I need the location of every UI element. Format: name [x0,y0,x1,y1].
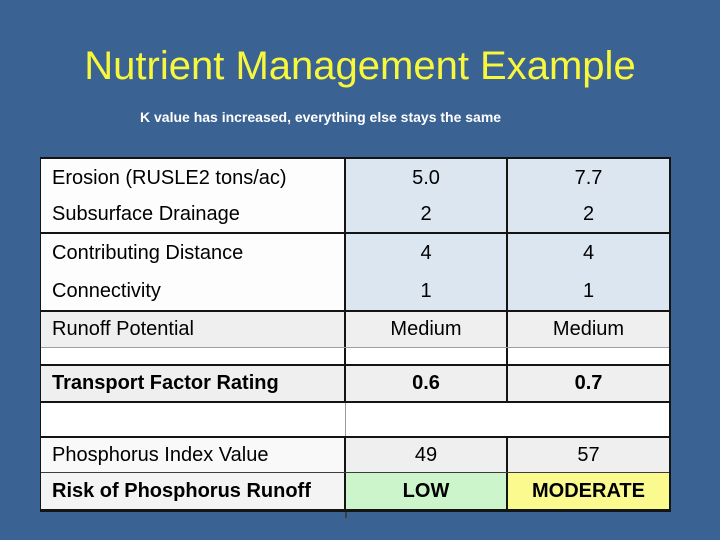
row-label [41,403,346,436]
column-divider-stub [345,512,347,518]
spacer-cell [41,348,346,364]
table-row-empty [41,403,669,438]
row-label: Subsurface Drainage [41,197,346,232]
table-row-erosion: Erosion (RUSLE2 tons/ac) 5.0 7.7 [41,159,669,197]
row-label: Contributing Distance [41,234,346,273]
row-value-1: 2 [346,197,508,232]
row-value-2: 2 [508,197,669,232]
row-label: Risk of Phosphorus Runoff [41,473,346,509]
row-value-2: 0.7 [508,366,669,401]
row-value-1: 4 [346,234,508,273]
phosphorus-index-table: Erosion (RUSLE2 tons/ac) 5.0 7.7 Subsurf… [40,157,671,512]
row-value-1: 49 [346,438,508,472]
spacer-cell [508,348,669,364]
table-row-subsurface-drainage: Subsurface Drainage 2 2 [41,197,669,234]
table-row-risk-of-phosphorus-runoff: Risk of Phosphorus Runoff LOW MODERATE [41,473,669,509]
table-row-phosphorus-index-value: Phosphorus Index Value 49 57 [41,438,669,473]
row-value-1: 0.6 [346,366,508,401]
slide-title: Nutrient Management Example [84,44,636,88]
risk-low-cell: LOW [346,473,508,509]
table-row-transport-factor-rating: Transport Factor Rating 0.6 0.7 [41,366,669,403]
row-value-1 [346,403,508,436]
row-value-1: Medium [346,312,508,347]
row-label: Connectivity [41,273,346,310]
row-value-2: Medium [508,312,669,347]
spacer-cell [346,348,508,364]
table-row-connectivity: Connectivity 1 1 [41,273,669,312]
row-label: Transport Factor Rating [41,366,346,401]
risk-moderate-cell: MODERATE [508,473,669,509]
row-label: Runoff Potential [41,312,346,347]
table-row-runoff-potential: Runoff Potential Medium Medium [41,312,669,348]
slide-subtitle: K value has increased, everything else s… [140,109,502,125]
table-row-spacer [41,348,669,366]
row-value-2 [508,403,669,436]
row-value-2: 1 [508,273,669,310]
row-value-2: 4 [508,234,669,273]
row-label: Phosphorus Index Value [41,438,346,472]
row-value-1: 5.0 [346,159,508,197]
row-label: Erosion (RUSLE2 tons/ac) [41,159,346,197]
row-value-1: 1 [346,273,508,310]
row-value-2: 7.7 [508,159,669,197]
table-row-contributing-distance: Contributing Distance 4 4 [41,234,669,273]
row-value-2: 57 [508,438,669,472]
